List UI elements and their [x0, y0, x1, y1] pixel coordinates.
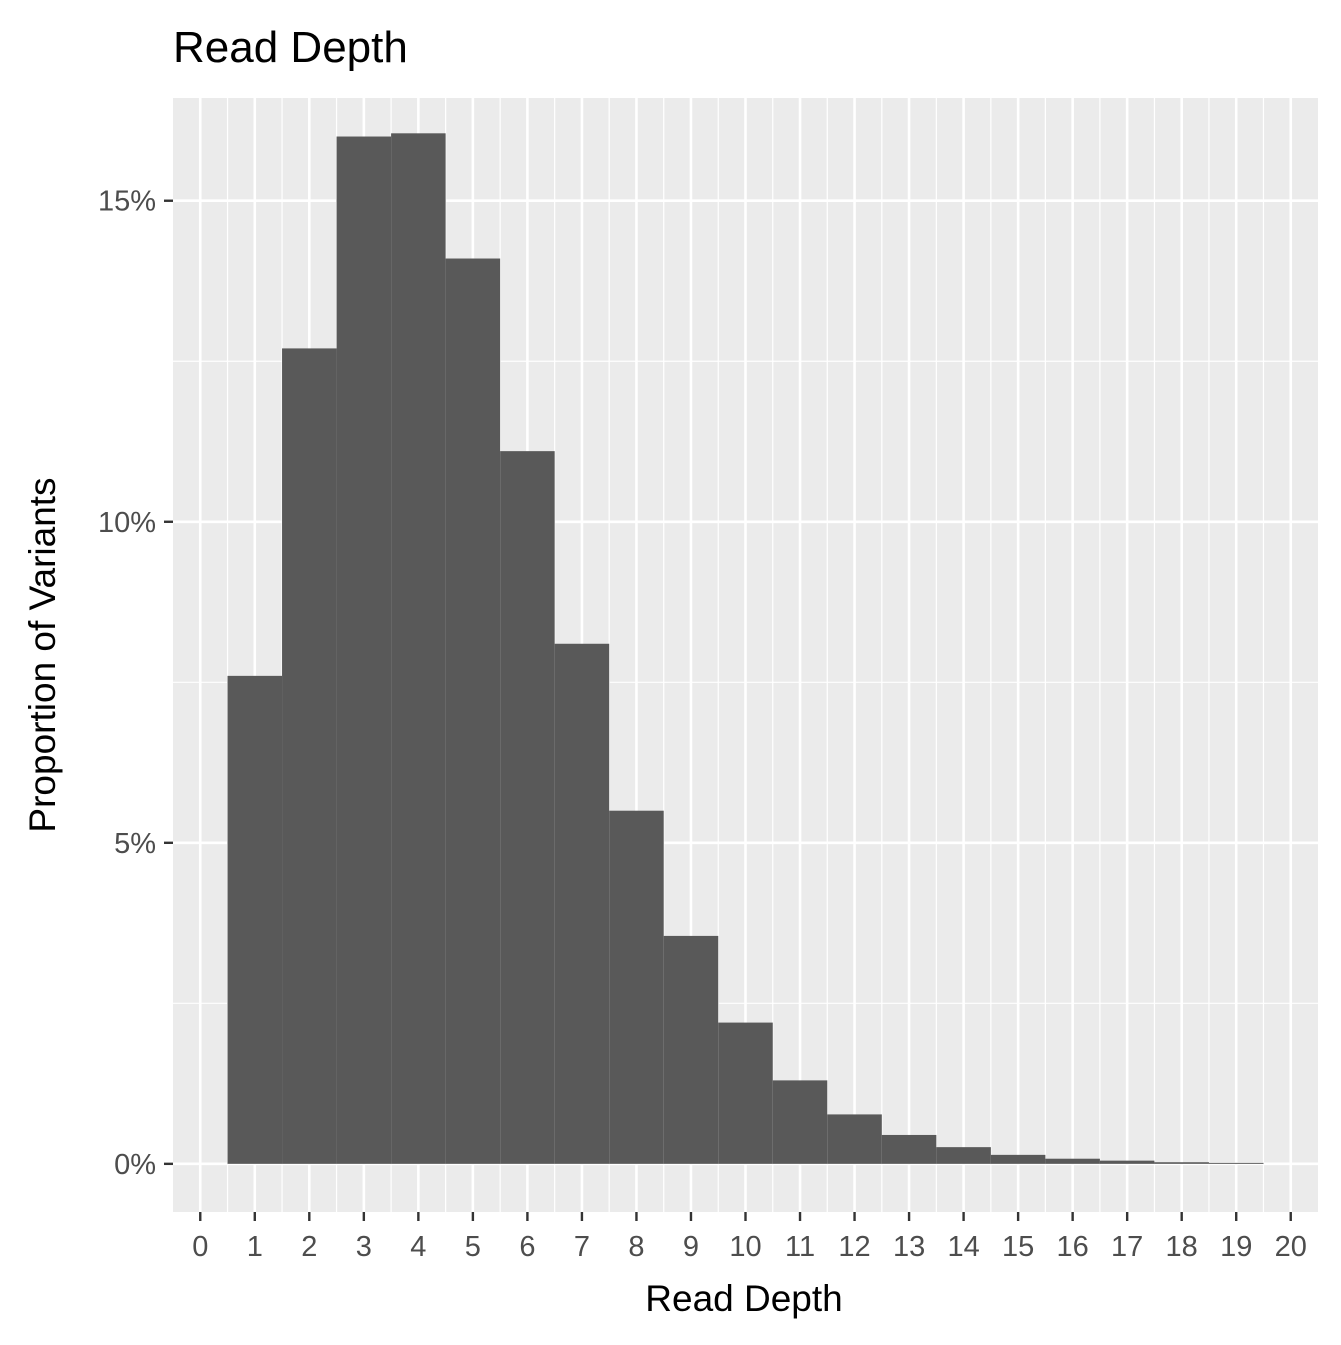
x-tick-label: 17 [1111, 1231, 1143, 1263]
x-tick-label: 6 [519, 1231, 535, 1263]
bar [772, 1080, 828, 1164]
bar [227, 675, 283, 1164]
bar [609, 810, 664, 1164]
x-tick-label: 15 [1002, 1231, 1034, 1263]
x-tick-label: 13 [893, 1231, 925, 1263]
x-tick-label: 2 [301, 1231, 317, 1263]
bar [1154, 1162, 1209, 1164]
y-tick-label: 10% [98, 507, 156, 539]
bar [554, 643, 610, 1164]
bar [827, 1114, 882, 1164]
bar [282, 348, 337, 1164]
bar [936, 1147, 991, 1164]
x-tick-label: 11 [785, 1231, 815, 1263]
bar [500, 451, 555, 1164]
x-tick-label: 5 [465, 1231, 481, 1263]
y-axis: 0% 5% 10% 15% [98, 186, 173, 1181]
x-tick-label: 9 [683, 1231, 699, 1263]
bar [445, 258, 501, 1164]
bar [391, 133, 446, 1164]
bar [336, 136, 392, 1164]
x-tick-label: 10 [729, 1231, 761, 1263]
x-axis: 0 1 2 3 4 5 6 7 8 9 10 11 12 13 14 15 16 17 18 19 20 [192, 1212, 1307, 1263]
y-tick-label: 5% [114, 828, 156, 860]
bar [1208, 1162, 1264, 1164]
bar [663, 935, 719, 1164]
x-tick-label: 18 [1166, 1231, 1198, 1263]
bar [1045, 1158, 1100, 1164]
bar [990, 1154, 1046, 1164]
y-tick-label: 0% [114, 1149, 156, 1181]
y-axis-title: Proportion of Variants [22, 477, 63, 832]
x-tick-label: 0 [192, 1231, 208, 1263]
x-tick-label: 20 [1275, 1231, 1307, 1263]
x-tick-label: 7 [574, 1231, 590, 1263]
x-tick-label: 12 [838, 1231, 870, 1263]
x-tick-label: 8 [628, 1231, 644, 1263]
chart-title: Read Depth [173, 23, 408, 72]
y-tick-label: 15% [98, 186, 156, 218]
x-tick-label: 1 [247, 1231, 263, 1263]
bar [718, 1022, 773, 1164]
bar [1099, 1160, 1155, 1164]
x-tick-label: 4 [410, 1231, 426, 1263]
bar [881, 1134, 937, 1164]
x-tick-label: 16 [1057, 1231, 1089, 1263]
x-tick-label: 19 [1220, 1231, 1252, 1263]
x-tick-label: 14 [947, 1231, 979, 1263]
bars [227, 133, 1264, 1164]
x-tick-label: 3 [356, 1231, 372, 1263]
x-axis-title: Read Depth [645, 1278, 842, 1319]
